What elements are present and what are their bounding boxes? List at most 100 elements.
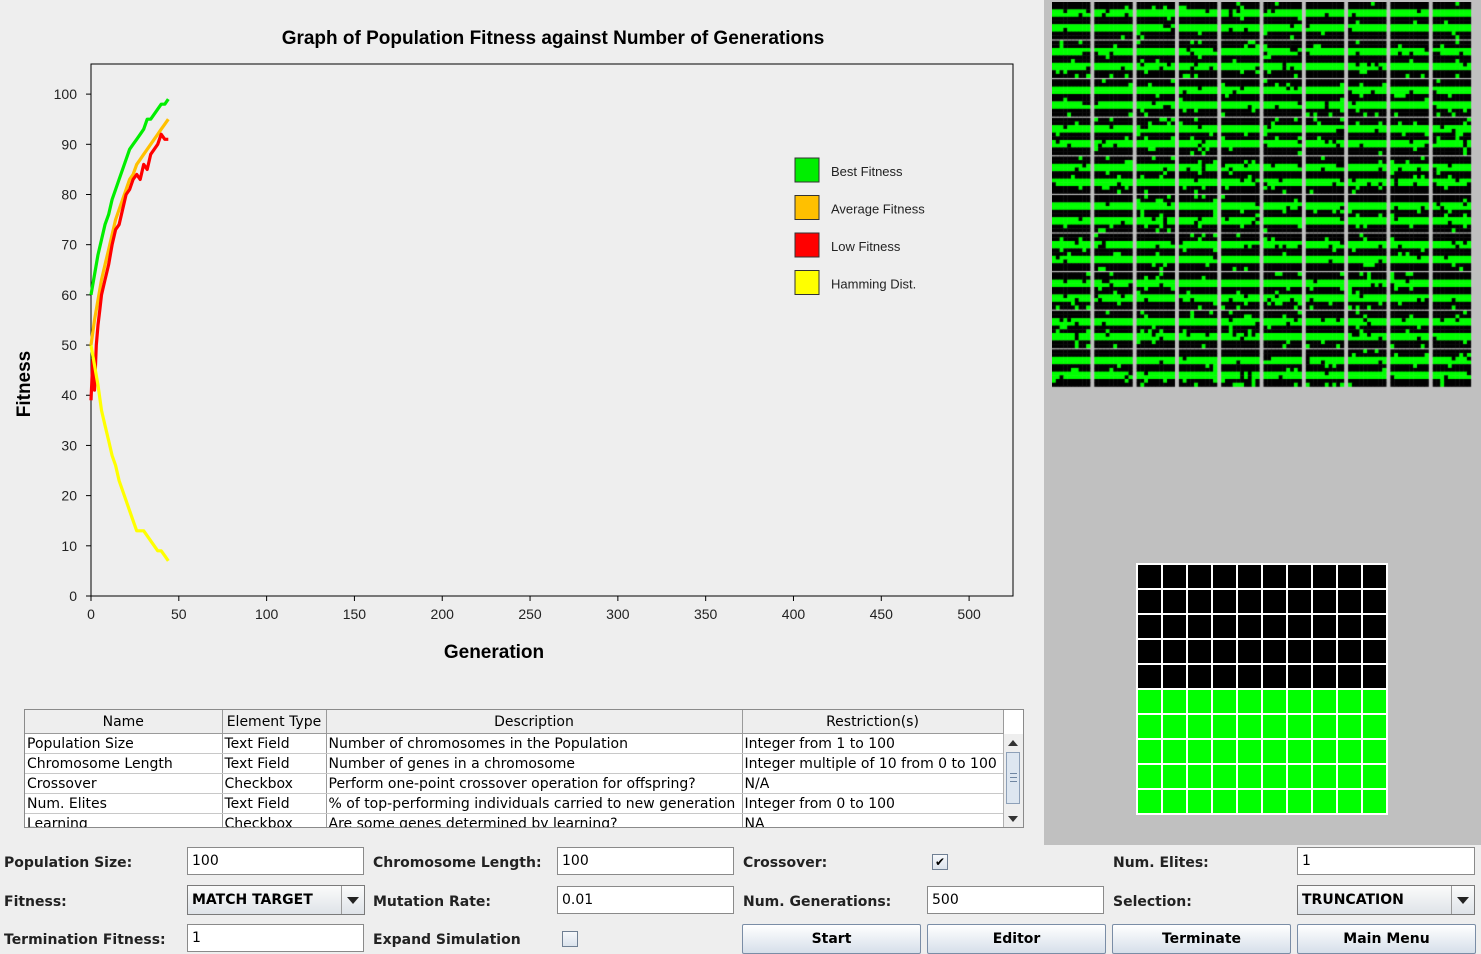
table-cell: Integer multiple of 10 from 0 to 100 [742,753,1004,774]
target-gene-cell [1238,565,1261,588]
series-line-hamming-dist [89,344,170,562]
chart-title: Graph of Population Fitness against Numb… [282,28,825,49]
chromosome-length-field[interactable]: 100 [557,847,734,875]
table-row[interactable]: Crossover Checkbox Perform one-point cro… [25,773,1004,794]
target-gene-cell [1163,615,1186,638]
x-tick-label: 0 [87,606,95,622]
target-gene-cell [1138,665,1161,688]
expand-simulation-checkbox[interactable] [562,931,578,947]
target-gene-cell [1363,640,1386,663]
col-header-restrictions[interactable]: Restriction(s) [742,710,1004,734]
col-header-description[interactable]: Description [326,710,743,734]
target-gene-cell [1263,640,1286,663]
table-cell: Chromosome Length [25,753,223,774]
chevron-down-icon[interactable] [1451,886,1474,914]
population-chromosome-grid [1052,2,1472,390]
y-tick-label: 40 [61,387,77,403]
target-gene-cell [1363,565,1386,588]
target-gene-cell [1188,640,1211,663]
scroll-down-arrow-icon[interactable] [1008,816,1018,822]
target-gene-cell [1138,640,1161,663]
table-cell: Integer from 1 to 100 [742,733,1004,754]
x-tick-label: 350 [694,606,718,622]
target-gene-cell [1188,590,1211,613]
population-size-field[interactable]: 100 [187,847,364,875]
x-axis-ticks: 0 50 100 150 200 250 300 350 400 450 500 [87,596,981,622]
target-gene-cell [1363,690,1386,713]
x-tick-label: 300 [606,606,630,622]
crossover-checkbox[interactable]: ✔ [932,854,948,870]
target-gene-cell [1338,615,1361,638]
editor-button[interactable]: Editor [927,924,1106,954]
table-vertical-scrollbar[interactable] [1003,734,1023,827]
y-tick-label: 60 [61,287,77,303]
target-gene-cell [1288,790,1311,813]
table-row[interactable]: Learning Checkbox Are some genes determi… [25,813,1004,827]
table-cell: Perform one-point crossover operation fo… [326,773,743,794]
mutation-rate-label: Mutation Rate: [373,894,492,910]
target-gene-cell [1238,790,1261,813]
target-gene-cell [1338,765,1361,788]
x-tick-label: 450 [870,606,894,622]
table-cell: Checkbox [222,773,327,794]
legend-swatch [794,270,820,295]
table-cell: Integer from 0 to 100 [742,793,1004,814]
target-gene-cell [1138,690,1161,713]
table-row[interactable]: Population Size Text Field Number of chr… [25,733,1004,754]
y-tick-label: 90 [61,136,77,152]
target-gene-cell [1363,740,1386,763]
scroll-up-arrow-icon[interactable] [1008,740,1018,746]
termination-fitness-field[interactable]: 1 [187,924,364,952]
col-header-name[interactable]: Name [25,710,223,734]
target-gene-cell [1338,640,1361,663]
num-elites-label: Num. Elites: [1113,855,1209,871]
series-line-best-fitness [89,98,170,296]
col-header-element-type[interactable]: Element Type [222,710,327,734]
target-gene-cell [1188,565,1211,588]
target-gene-cell [1163,790,1186,813]
y-axis-ticks: 0 10 20 30 40 50 60 70 80 90 100 [54,86,91,604]
target-gene-cell [1363,790,1386,813]
expand-simulation-label: Expand Simulation [373,932,521,948]
mutation-rate-field[interactable]: 0.01 [557,886,734,914]
table-row[interactable]: Num. Elites Text Field % of top-performi… [25,793,1004,814]
legend-swatch [794,157,820,183]
selection-dropdown[interactable]: TRUNCATION [1297,885,1475,915]
num-elites-field[interactable]: 1 [1297,847,1475,875]
target-gene-cell [1263,615,1286,638]
target-gene-cell [1263,690,1286,713]
target-gene-cell [1313,740,1336,763]
series-lines [89,98,170,562]
target-gene-cell [1238,690,1261,713]
table-cell: Crossover [25,773,223,794]
table-cell: Number of chromosomes in the Population [326,733,743,754]
target-gene-cell [1188,615,1211,638]
start-button[interactable]: Start [742,924,921,954]
table-row[interactable]: Chromosome Length Text Field Number of g… [25,753,1004,774]
x-tick-label: 500 [957,606,981,622]
target-gene-cell [1263,765,1286,788]
scroll-thumb[interactable] [1006,752,1020,804]
target-gene-cell [1288,740,1311,763]
table-cell: % of top-performing individuals carried … [326,793,743,814]
main-menu-button[interactable]: Main Menu [1297,924,1476,954]
fitness-dropdown[interactable]: MATCH TARGET [187,885,365,915]
target-gene-cell [1213,740,1236,763]
target-gene-cell [1188,790,1211,813]
target-gene-cell [1338,740,1361,763]
y-tick-label: 100 [54,86,78,102]
selection-selected-value: TRUNCATION [1302,892,1404,908]
target-gene-cell [1163,715,1186,738]
x-tick-label: 150 [343,606,367,622]
target-gene-cell [1238,740,1261,763]
selection-label: Selection: [1113,894,1192,910]
y-tick-label: 0 [69,588,77,604]
terminate-button[interactable]: Terminate [1112,924,1291,954]
chevron-down-icon[interactable] [341,886,364,914]
x-tick-label: 250 [518,606,542,622]
y-tick-label: 10 [61,538,77,554]
target-gene-cell [1338,690,1361,713]
plot-area [90,63,1014,597]
num-generations-field[interactable]: 500 [927,886,1104,914]
target-gene-cell [1213,640,1236,663]
